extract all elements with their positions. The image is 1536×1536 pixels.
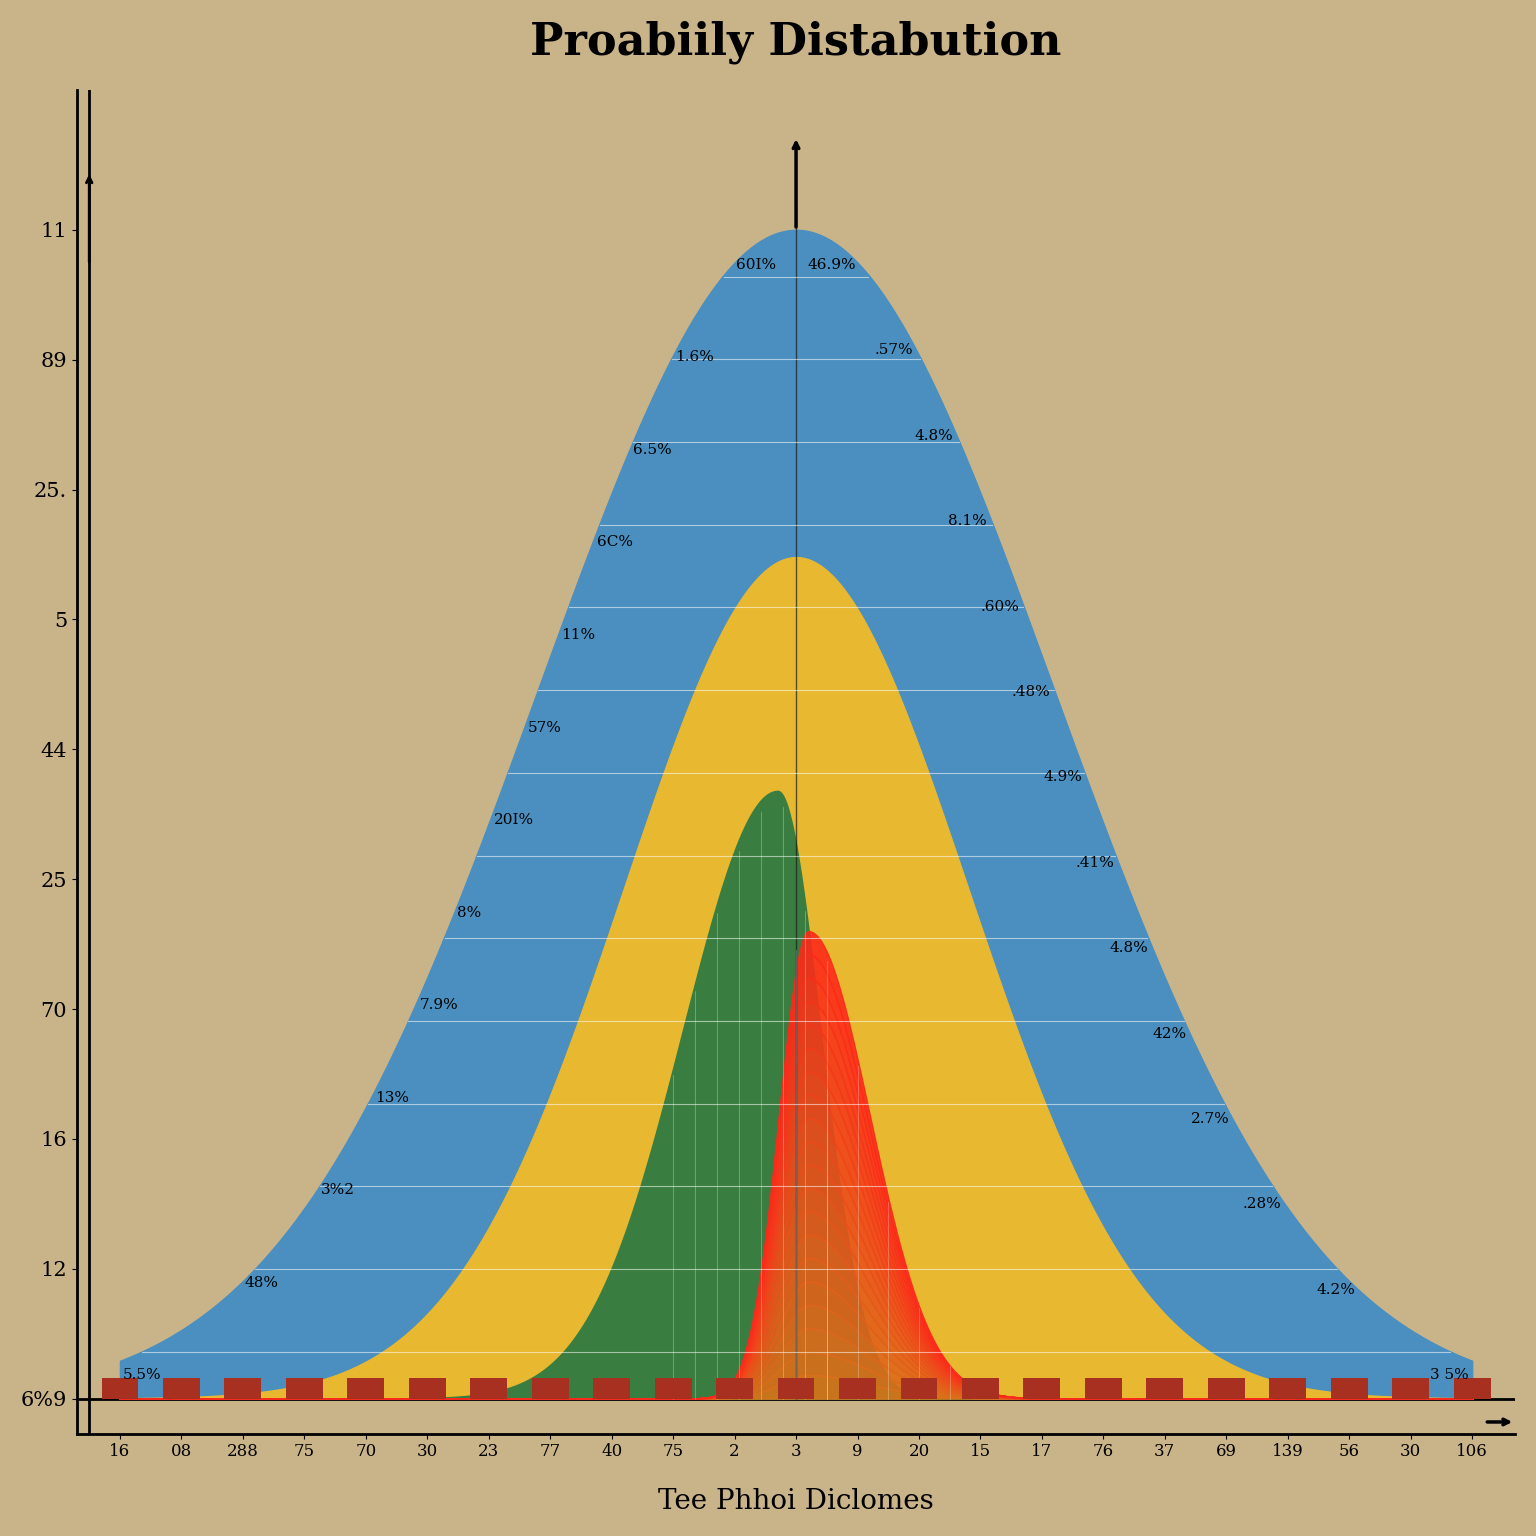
Text: 46.9%: 46.9% [808,258,856,272]
Bar [1084,1378,1121,1399]
Text: 4.9%: 4.9% [1043,771,1081,785]
Text: 6C%: 6C% [598,536,633,550]
Text: 1.6%: 1.6% [676,350,714,364]
Bar [1453,1378,1490,1399]
Bar [1023,1378,1060,1399]
Bar [716,1378,753,1399]
Bar [470,1378,507,1399]
Text: 4.8%: 4.8% [914,429,954,442]
Text: 13%: 13% [375,1091,409,1104]
Bar [1269,1378,1306,1399]
Text: 8.1%: 8.1% [948,515,988,528]
Bar [1330,1378,1367,1399]
Text: 3 5%: 3 5% [1430,1369,1468,1382]
Bar [531,1378,568,1399]
Bar [224,1378,261,1399]
Text: 4.2%: 4.2% [1316,1283,1355,1296]
Text: .57%: .57% [874,343,912,358]
Text: 6.5%: 6.5% [633,442,673,456]
Bar [777,1378,814,1399]
Text: .48%: .48% [1012,685,1051,699]
Bar [593,1378,630,1399]
Bar [1146,1378,1183,1399]
Text: 7.9%: 7.9% [419,998,458,1012]
Bar [163,1378,200,1399]
Bar [409,1378,445,1399]
Bar [839,1378,876,1399]
Text: .41%: .41% [1075,856,1115,869]
Text: 3%2: 3%2 [321,1183,355,1197]
Title: Proabiily Distabution: Proabiily Distabution [530,22,1061,65]
Text: .60%: .60% [982,599,1020,613]
X-axis label: Tee Phhoi Diclomes: Tee Phhoi Diclomes [657,1488,934,1514]
Bar [654,1378,691,1399]
Text: 48%: 48% [244,1276,280,1290]
Text: 60I%: 60I% [736,258,776,272]
Text: 2.7%: 2.7% [1190,1112,1229,1126]
Text: 57%: 57% [528,720,562,734]
Text: 4.8%: 4.8% [1109,942,1149,955]
Bar [1392,1378,1428,1399]
Bar [286,1378,323,1399]
Bar [347,1378,384,1399]
Bar [101,1378,138,1399]
Text: .28%: .28% [1243,1198,1281,1212]
Bar [962,1378,998,1399]
Text: 11%: 11% [562,628,596,642]
Bar [1207,1378,1244,1399]
Text: 42%: 42% [1152,1026,1186,1040]
Text: 8%: 8% [458,906,482,920]
Text: 5.5%: 5.5% [123,1369,161,1382]
Bar [900,1378,937,1399]
Text: 20I%: 20I% [495,813,535,826]
